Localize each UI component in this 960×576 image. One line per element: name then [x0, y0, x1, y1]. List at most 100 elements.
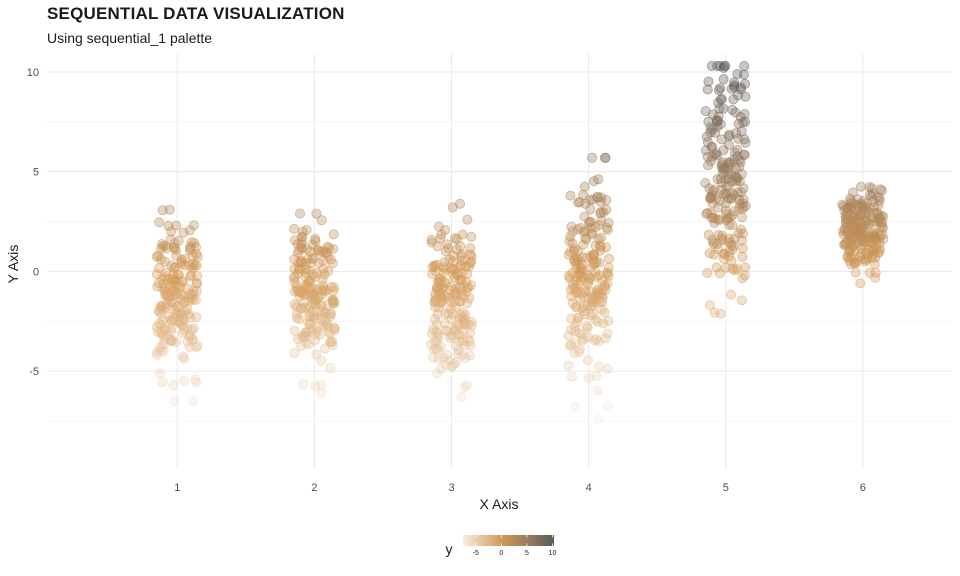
- data-point: [324, 337, 335, 348]
- y-axis-title: Y Axis: [5, 245, 21, 284]
- data-point: [601, 242, 612, 253]
- data-point: [703, 116, 714, 127]
- data-point: [712, 61, 723, 72]
- data-point: [740, 137, 751, 148]
- data-point: [721, 180, 732, 191]
- data-point: [602, 224, 613, 235]
- data-point: [841, 214, 852, 225]
- legend-tick-label: 5: [525, 550, 529, 557]
- data-point: [602, 363, 613, 374]
- data-point: [702, 267, 713, 278]
- data-point: [315, 379, 326, 390]
- data-point: [151, 321, 162, 332]
- data-point: [307, 252, 318, 263]
- data-point: [184, 245, 195, 256]
- data-point: [703, 76, 714, 87]
- data-point: [293, 257, 304, 268]
- data-point: [849, 252, 860, 263]
- data-point: [578, 239, 589, 250]
- data-point: [444, 355, 455, 366]
- data-point: [189, 260, 200, 271]
- data-point: [318, 255, 329, 266]
- data-point: [709, 213, 720, 224]
- data-point: [292, 247, 303, 258]
- data-point: [446, 297, 457, 308]
- data-point: [322, 241, 333, 252]
- data-point: [735, 198, 746, 209]
- data-point: [169, 262, 180, 273]
- data-point: [451, 244, 462, 255]
- data-point: [174, 282, 185, 293]
- data-point: [849, 216, 860, 227]
- data-point: [182, 283, 193, 294]
- data-point: [595, 297, 606, 308]
- data-point: [188, 285, 199, 296]
- data-point: [603, 217, 614, 228]
- legend-ticks: -5 0 5 10: [473, 535, 556, 557]
- data-point: [427, 268, 438, 279]
- data-point: [447, 202, 458, 213]
- data-point: [316, 355, 327, 366]
- data-point: [855, 278, 866, 289]
- data-point: [582, 355, 593, 366]
- data-point: [151, 269, 162, 280]
- data-point: [327, 258, 338, 269]
- data-point: [464, 350, 475, 361]
- data-point: [293, 286, 304, 297]
- data-point: [737, 251, 748, 262]
- data-point: [868, 249, 879, 260]
- data-point: [571, 264, 582, 275]
- data-point: [739, 270, 750, 281]
- data-point: [184, 342, 195, 353]
- data-point: [313, 292, 324, 303]
- data-point: [732, 69, 743, 80]
- data-point: [168, 314, 179, 325]
- data-point: [316, 215, 327, 226]
- data-point: [465, 242, 476, 253]
- x-tick-label: 1: [174, 482, 180, 494]
- data-point: [588, 258, 599, 269]
- data-point: [443, 308, 454, 319]
- data-point: [593, 234, 604, 245]
- data-point: [709, 249, 720, 260]
- data-point: [321, 285, 332, 296]
- data-point: [294, 314, 305, 325]
- data-point: [455, 283, 466, 294]
- data-point: [191, 312, 202, 323]
- data-point: [869, 201, 880, 212]
- data-point: [864, 218, 875, 229]
- data-point: [599, 307, 610, 318]
- data-point: [579, 181, 590, 192]
- data-point: [155, 300, 166, 311]
- data-point: [573, 346, 584, 357]
- data-point: [736, 295, 747, 306]
- data-point: [872, 207, 883, 218]
- x-tick-label: 4: [586, 482, 592, 494]
- data-point: [289, 235, 300, 246]
- data-point: [856, 209, 867, 220]
- data-point: [729, 206, 740, 217]
- data-point: [429, 314, 440, 325]
- data-point: [724, 219, 735, 230]
- data-point: [565, 190, 576, 201]
- data-point: [328, 243, 339, 254]
- data-point: [573, 312, 584, 323]
- data-point: [328, 295, 339, 306]
- chart-title: SEQUENTIAL DATA VISUALIZATION: [47, 4, 345, 23]
- data-point: [572, 285, 583, 296]
- data-point: [602, 328, 613, 339]
- data-point: [583, 217, 594, 228]
- data-point: [329, 325, 340, 336]
- data-point: [157, 377, 168, 388]
- data-point: [864, 181, 875, 192]
- data-point: [719, 61, 730, 72]
- data-point: [316, 387, 327, 398]
- data-point: [592, 385, 603, 396]
- data-point: [585, 204, 596, 215]
- data-point: [169, 396, 180, 407]
- data-point: [719, 248, 730, 259]
- data-point: [726, 239, 737, 250]
- data-point: [309, 233, 320, 244]
- data-point: [739, 149, 750, 160]
- data-point: [600, 152, 611, 163]
